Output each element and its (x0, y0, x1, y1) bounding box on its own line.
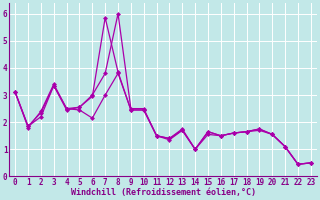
X-axis label: Windchill (Refroidissement éolien,°C): Windchill (Refroidissement éolien,°C) (70, 188, 255, 197)
